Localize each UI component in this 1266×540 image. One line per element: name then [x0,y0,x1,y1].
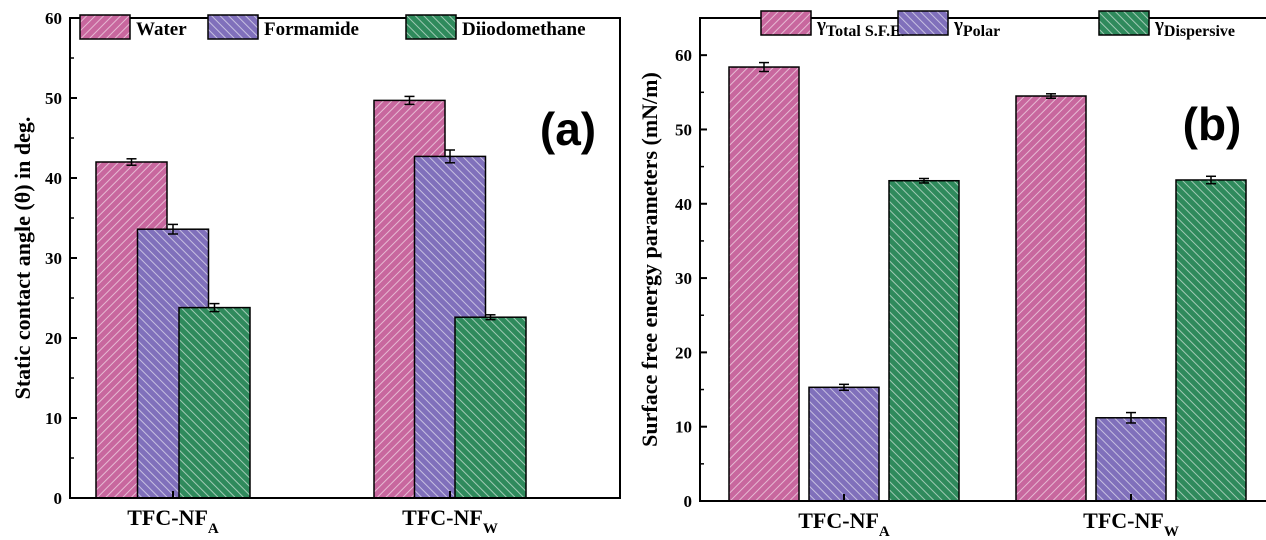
panel-b-bars [729,67,1246,501]
y-tick-label: 10 [675,418,692,437]
panel-b-error-bars [759,63,1216,423]
legend-label: Formamide [264,19,359,40]
y-tick-label: 40 [675,195,692,214]
y-tick-label: 50 [45,89,62,108]
bar [179,308,250,498]
legend-swatch [1099,11,1149,35]
y-tick-label: 60 [675,46,692,65]
panel-b-legend: γTotal S.F.E. γPolar γDispersive [761,11,1235,40]
bar [455,317,526,498]
bar [809,387,879,501]
y-tick-label: 60 [45,9,62,28]
x-category-label: TFC-NFA [798,508,890,540]
panel-a-bars [96,100,526,498]
panel-b-label: (b) [1183,98,1242,150]
bar [1176,180,1246,501]
legend-swatch [761,11,811,35]
y-tick-label: 30 [675,269,692,288]
legend-swatch [208,15,258,39]
panel-a-y-axis-title: Static contact angle (θ) in deg. [10,117,35,400]
legend-label: Water [136,19,187,40]
y-tick-label: 30 [45,249,62,268]
panel-a-y-axis: 0 10 20 30 40 50 60 [45,9,77,508]
panel-b-y-axis-title: Surface free energy parameters (mN/m) [637,72,662,447]
bar [1016,96,1086,501]
bar [1096,418,1166,501]
legend-item: γPolar [898,11,1000,40]
legend-swatch [898,11,948,35]
panel-a-legend: Water Formamide Diiodomethane [80,15,586,40]
y-tick-label: 0 [684,492,693,511]
legend-item: γTotal S.F.E. [761,11,905,40]
y-tick-label: 20 [675,343,692,362]
legend-item: Diiodomethane [406,15,586,40]
y-tick-label: 40 [45,169,62,188]
bar [729,67,799,501]
x-category-label: TFC-NFA [127,505,219,537]
panel-a-chart: 0 10 20 30 40 50 60 TFC-NFA TFC-NFW Static cont… [10,9,620,537]
panel-b-y-axis: 0 10 20 30 40 50 60 [675,46,707,511]
x-category-label: TFC-NFW [402,505,498,537]
y-tick-label: 10 [45,409,62,428]
bar [889,181,959,501]
panel-a-label: (a) [540,103,596,155]
legend-swatch [406,15,456,39]
legend-swatch [80,15,130,39]
legend-label: Diiodomethane [462,19,586,40]
panel-b-chart: 0 10 20 30 40 50 60 TFC-NFA TFC-NFW Surface fre… [637,11,1266,540]
legend-item: γDispersive [1099,11,1235,40]
x-category-label: TFC-NFW [1083,508,1179,540]
y-tick-label: 20 [45,329,62,348]
legend-item: Formamide [208,15,359,40]
y-tick-label: 0 [54,489,63,508]
y-tick-label: 50 [675,120,692,139]
